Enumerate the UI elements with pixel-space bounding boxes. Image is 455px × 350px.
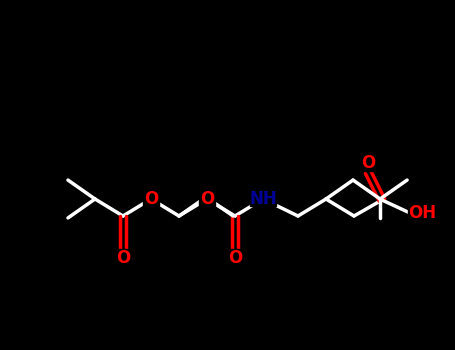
Text: OH: OH bbox=[408, 204, 436, 222]
Text: NH: NH bbox=[249, 190, 277, 208]
Text: O: O bbox=[361, 154, 375, 172]
Bar bbox=[143, 192, 159, 206]
Bar bbox=[115, 249, 131, 263]
Bar bbox=[227, 249, 243, 263]
Bar bbox=[408, 206, 436, 220]
Text: O: O bbox=[116, 249, 130, 267]
Bar bbox=[360, 157, 376, 171]
Text: O: O bbox=[200, 190, 214, 208]
Bar bbox=[250, 192, 276, 206]
Text: O: O bbox=[144, 190, 158, 208]
Text: O: O bbox=[228, 249, 242, 267]
Bar bbox=[199, 192, 215, 206]
